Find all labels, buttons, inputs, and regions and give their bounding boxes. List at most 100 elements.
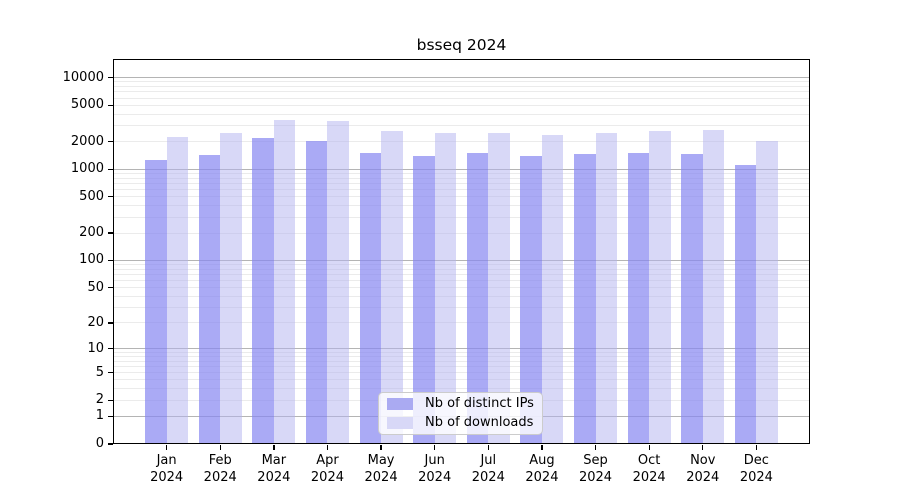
- gridline: [113, 91, 810, 93]
- x-tick-label: Sep 2024: [578, 453, 613, 485]
- gridline: [113, 351, 810, 353]
- legend: Nb of distinct IPs Nb of downloads: [378, 392, 543, 435]
- y-tick-mark: [107, 168, 113, 170]
- legend-label-downloads: Nb of downloads: [425, 414, 534, 430]
- gridline: [113, 113, 810, 115]
- y-tick-mark: [107, 415, 113, 418]
- gridline: [113, 86, 810, 88]
- gridline: [113, 348, 810, 350]
- legend-item-downloads: Nb of downloads: [379, 414, 542, 432]
- gridline: [113, 264, 810, 266]
- gridline: [113, 182, 810, 184]
- y-tick-mark: [107, 348, 113, 350]
- bar-ips-jul: [466, 153, 489, 444]
- bar-ips-dec: [734, 164, 757, 444]
- x-tick-mark: [434, 445, 436, 450]
- y-tick-label: 0: [95, 436, 104, 451]
- bar-downloads-jan: [166, 137, 189, 444]
- x-tick-mark: [702, 445, 704, 450]
- y-tick-mark: [107, 141, 113, 143]
- x-tick-mark: [326, 445, 329, 450]
- bar-downloads-aug: [541, 135, 564, 444]
- bar-ips-aug: [520, 156, 542, 444]
- bar-ips-mar: [252, 138, 274, 444]
- y-tick-label: 10: [87, 340, 104, 356]
- gridline: [113, 268, 810, 270]
- gridline: [113, 366, 810, 368]
- bar-ips-oct: [627, 153, 650, 444]
- x-tick-mark: [541, 445, 543, 450]
- legend-label-distinct-ips: Nb of distinct IPs: [425, 396, 534, 412]
- legend-item-distinct-ips: Nb of distinct IPs: [379, 395, 542, 413]
- x-tick-mark: [219, 445, 221, 450]
- gridline: [113, 287, 810, 289]
- bar-ips-apr: [305, 140, 328, 444]
- gridline: [113, 295, 810, 297]
- y-tick-mark: [107, 399, 113, 401]
- y-tick-label: 50: [87, 279, 104, 295]
- y-tick-mark: [107, 77, 113, 79]
- bar-downloads-oct: [649, 131, 671, 444]
- gridline: [113, 141, 810, 143]
- y-tick-mark: [107, 322, 113, 324]
- gridline: [113, 356, 810, 358]
- y-tick-mark: [107, 443, 113, 445]
- bar-ips-sep: [574, 153, 596, 444]
- y-tick-label: 500: [79, 188, 104, 204]
- bar-ips-feb: [198, 155, 221, 444]
- y-tick-label: 2000: [70, 133, 104, 149]
- x-tick-label: Feb 2024: [203, 453, 237, 485]
- gridline: [113, 372, 810, 374]
- x-tick-mark: [594, 445, 597, 450]
- gridline: [113, 259, 810, 261]
- plot-area: [113, 59, 810, 444]
- bar-downloads-jun: [434, 132, 457, 444]
- y-tick-mark: [107, 232, 113, 234]
- bar-ips-jun: [413, 156, 435, 444]
- bar-downloads-jul: [488, 132, 510, 444]
- y-tick-label: 20: [87, 314, 104, 330]
- y-tick-label: 100: [79, 252, 104, 268]
- gridline: [113, 273, 810, 275]
- y-tick-mark: [107, 287, 113, 289]
- chart-title: bsseq 2024: [416, 36, 507, 54]
- x-tick-mark: [380, 445, 382, 450]
- gridline: [113, 306, 810, 308]
- bar-ips-may: [359, 153, 382, 444]
- bar-downloads-apr: [327, 121, 349, 444]
- gridline: [113, 280, 810, 281]
- gridline: [113, 205, 810, 207]
- y-tick-label: 5: [95, 364, 104, 380]
- gridline: [113, 189, 810, 191]
- legend-swatch-distinct-ips-icon: [387, 398, 413, 411]
- bar-downloads-sep: [595, 132, 618, 444]
- y-tick-mark: [107, 259, 113, 262]
- x-tick-label: Jan 2024: [150, 453, 184, 485]
- gridline: [113, 388, 810, 390]
- y-tick-label: 200: [79, 225, 104, 241]
- y-tick-label: 5000: [70, 97, 104, 113]
- x-tick-label: May 2024: [364, 453, 398, 485]
- gridline: [113, 104, 810, 106]
- gridline: [113, 232, 810, 234]
- bar-downloads-mar: [273, 119, 296, 444]
- x-tick-label: Oct 2024: [632, 453, 666, 485]
- gridline: [113, 177, 810, 179]
- x-tick-mark: [273, 445, 275, 450]
- legend-swatch-downloads-icon: [387, 416, 413, 429]
- y-tick-mark: [107, 196, 113, 198]
- bar-downloads-dec: [756, 140, 778, 444]
- gridline: [113, 172, 810, 174]
- x-tick-label: Jun 2024: [418, 453, 452, 485]
- x-tick-mark: [648, 445, 650, 450]
- x-tick-label: Aug 2024: [525, 453, 559, 485]
- x-tick-mark: [487, 445, 489, 450]
- bar-ips-nov: [681, 154, 703, 444]
- y-tick-label: 1000: [70, 161, 104, 177]
- gridline: [113, 379, 810, 381]
- gridline: [113, 360, 810, 362]
- y-tick-label: 1: [95, 408, 104, 424]
- y-tick-label: 10000: [62, 69, 104, 85]
- x-tick-mark: [166, 445, 168, 450]
